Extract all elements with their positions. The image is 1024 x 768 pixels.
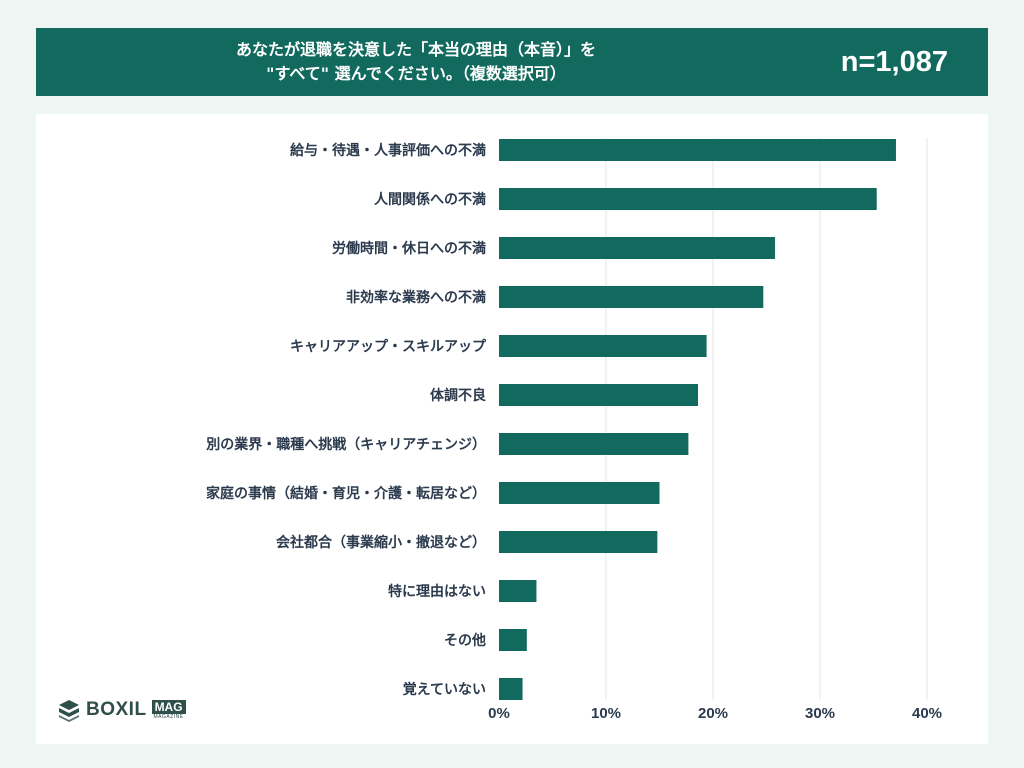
logo-mag-text: MAG (151, 700, 186, 714)
boxil-logo-icon (59, 700, 79, 722)
category-label: 非効率な業務への不満 (346, 289, 486, 306)
chart-title: あなたが退職を決意した「本当の理由（本音）」を "すべて" 選んでください。（複… (36, 28, 796, 96)
bar (499, 629, 527, 651)
x-tick-label: 20% (698, 705, 728, 722)
category-label: 会社都合（事業縮小・撤退など） (276, 534, 486, 551)
bar (499, 580, 537, 602)
logo-mag-subtext: MAGAZINE (153, 714, 184, 720)
category-label: 人間関係への不満 (374, 191, 486, 208)
logo-mag-badge: MAG MAGAZINE (151, 700, 186, 720)
x-tick-label: 40% (912, 705, 942, 722)
bar-chart: 給与・待遇・人事評価への不満人間関係への不満労働時間・休日への不満非効率な業務へ… (205, 138, 942, 722)
sample-size: n=1,087 (840, 45, 948, 78)
boxil-mag-logo: BOXIL MAG MAGAZINE (57, 697, 186, 723)
bar (499, 482, 660, 504)
category-label: 特に理由はない (388, 583, 486, 600)
logo-wordmark: BOXIL (86, 699, 147, 720)
category-label: 家庭の事情（結婚・育児・介護・転居など） (206, 485, 486, 502)
chart-panel: 給与・待遇・人事評価への不満人間関係への不満労働時間・休日への不満非効率な業務へ… (36, 114, 988, 744)
category-label: キャリアアップ・スキルアップ (290, 339, 487, 355)
bar (499, 335, 707, 357)
category-label: 覚えていない (403, 681, 486, 698)
bar (499, 678, 523, 700)
x-tick-label: 30% (805, 705, 835, 722)
bar (499, 237, 776, 259)
bar (499, 286, 764, 308)
bar (499, 139, 896, 161)
x-tick-label: 0% (488, 705, 510, 722)
category-label: 労働時間・休日への不満 (332, 240, 486, 257)
bar (499, 188, 877, 210)
chart-title-line-1: あなたが退職を決意した「本当の理由（本音）」を (235, 40, 596, 59)
category-label: 体調不良 (430, 387, 486, 404)
bar (499, 433, 689, 455)
chart-header: あなたが退職を決意した「本当の理由（本音）」を "すべて" 選んでください。（複… (36, 28, 988, 96)
category-label: 別の業界・職種へ挑戦（キャリアチェンジ） (205, 436, 486, 453)
x-tick-label: 10% (591, 705, 621, 722)
category-label: 給与・待遇・人事評価への不満 (290, 142, 486, 159)
chart-title-line-2: "すべて" 選んでください。（複数選択可） (266, 64, 566, 83)
bar (499, 531, 658, 553)
bar (499, 384, 699, 406)
category-label: その他 (444, 632, 486, 649)
